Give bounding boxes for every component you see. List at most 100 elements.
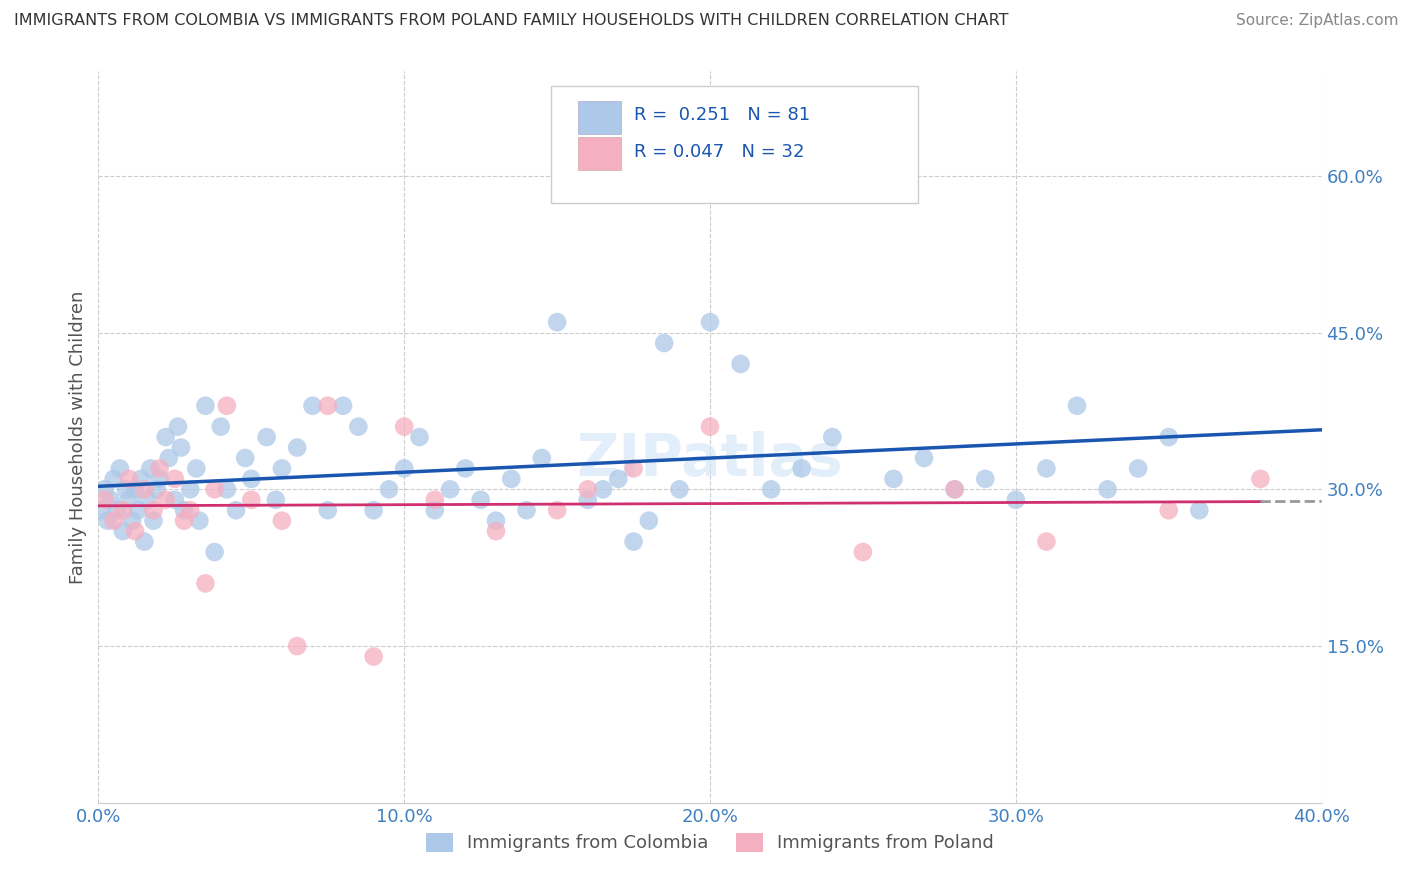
Point [516,503,538,517]
Point [139,461,162,475]
Point [546,315,568,329]
Point [1128,461,1150,475]
Point [439,483,461,497]
Point [204,545,226,559]
Bar [578,101,620,134]
Point [155,492,177,507]
Point [233,450,256,465]
Point [142,503,165,517]
Point [134,483,156,497]
Point [100,492,122,507]
Point [392,419,416,434]
Point [485,514,508,528]
Point [124,524,146,538]
Legend: Immigrants from Colombia, Immigrants from Poland: Immigrants from Colombia, Immigrants fro… [419,826,1001,860]
Point [1066,399,1088,413]
Point [118,472,141,486]
Point [1035,461,1057,475]
Point [470,492,492,507]
Point [93,492,115,507]
Point [173,514,195,528]
Point [1035,534,1057,549]
Point [392,461,416,475]
Point [821,430,844,444]
Point [1249,472,1271,486]
Point [108,461,131,475]
Point [179,503,201,517]
Point [316,399,339,413]
Point [285,639,308,653]
Point [179,483,201,497]
Point [215,399,238,413]
Point [270,514,292,528]
Point [103,514,125,528]
Point [240,492,263,507]
Point [485,524,508,538]
Point [378,483,401,497]
FancyBboxPatch shape [551,86,918,203]
Point [256,430,278,444]
Point [332,399,354,413]
Point [652,336,675,351]
Point [163,472,186,486]
Point [127,503,149,517]
Point [105,503,128,517]
Point [121,514,143,528]
Point [852,545,875,559]
Text: ZIPatlas: ZIPatlas [576,431,844,488]
Point [90,503,112,517]
Point [1188,503,1211,517]
Y-axis label: Family Households with Children: Family Households with Children [69,291,87,583]
Point [576,483,599,497]
Point [943,483,966,497]
Point [149,461,172,475]
Point [264,492,287,507]
Point [215,483,238,497]
Point [1157,503,1180,517]
Point [423,492,446,507]
Point [204,483,226,497]
Point [103,472,125,486]
Point [155,430,177,444]
Point [363,503,385,517]
Point [623,461,645,475]
Point [790,461,813,475]
Point [270,461,292,475]
Point [852,169,875,183]
Point [530,450,553,465]
Text: Source: ZipAtlas.com: Source: ZipAtlas.com [1236,13,1399,29]
Text: IMMIGRANTS FROM COLOMBIA VS IMMIGRANTS FROM POLAND FAMILY HOUSEHOLDS WITH CHILDR: IMMIGRANTS FROM COLOMBIA VS IMMIGRANTS F… [14,13,1008,29]
Point [115,483,138,497]
Point [759,483,782,497]
Point [225,503,247,517]
Point [111,503,134,517]
Point [124,483,146,497]
Point [576,492,599,507]
Point [163,492,186,507]
Point [730,357,752,371]
Point [142,514,165,528]
Point [285,441,308,455]
Point [363,649,385,664]
Point [943,483,966,497]
Point [188,514,211,528]
Point [1157,430,1180,444]
Point [173,503,195,517]
Point [149,472,172,486]
Point [912,450,935,465]
Point [111,524,134,538]
Point [129,472,152,486]
Text: R = 0.047   N = 32: R = 0.047 N = 32 [634,143,804,161]
Bar [578,137,620,170]
Point [454,461,477,475]
Point [347,419,370,434]
Point [145,483,167,497]
Point [93,483,115,497]
Point [883,472,905,486]
Point [301,399,323,413]
Point [637,514,661,528]
Point [209,419,232,434]
Point [1097,483,1119,497]
Point [1004,492,1026,507]
Point [97,514,120,528]
